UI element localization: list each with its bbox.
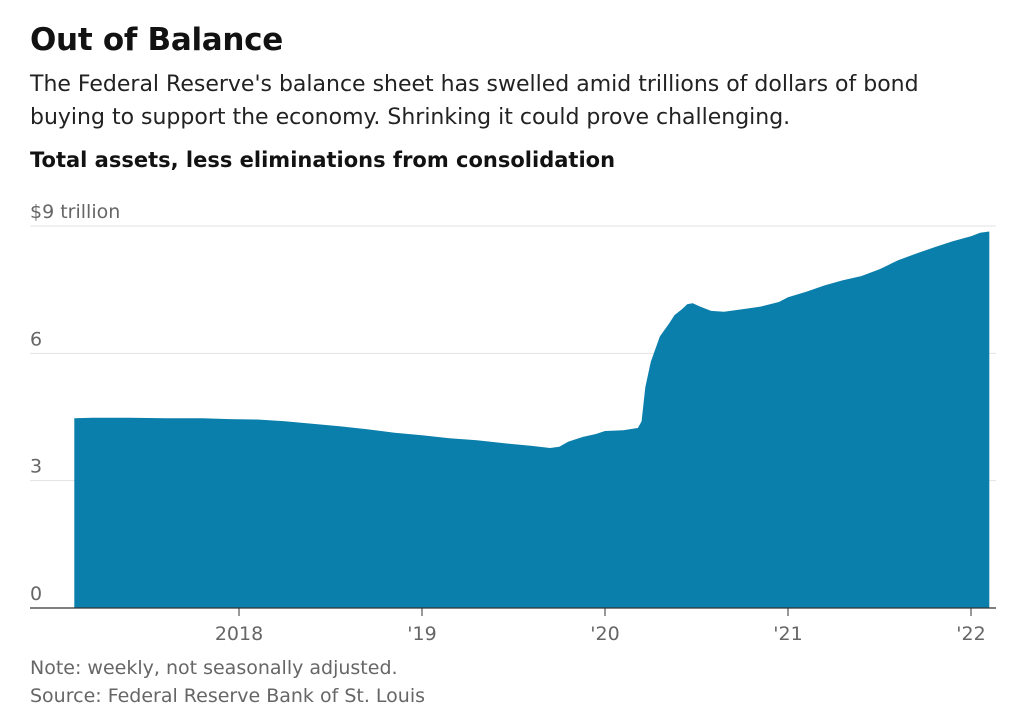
x-tick-label: '20 (590, 623, 619, 645)
total-assets-area (74, 231, 990, 608)
x-tick-label: 2018 (215, 623, 263, 645)
y-tick-label: 0 (30, 583, 42, 605)
y-tick-labels: $9 trillion 6 3 0 (30, 201, 120, 605)
chart-title: Out of Balance (30, 22, 283, 58)
y-tick-label: 3 (30, 456, 42, 478)
y-tick-label: 6 (30, 328, 42, 350)
x-tick-label: '19 (407, 623, 436, 645)
y-tick-label: $9 trillion (30, 201, 120, 223)
x-tick-label: '21 (773, 623, 802, 645)
area-chart: $9 trillion 6 3 0 2018 '19 '20 '21 '22 (30, 201, 996, 645)
x-tick-labels: 2018 '19 '20 '21 '22 (215, 623, 986, 645)
chart-source: Source: Federal Reserve Bank of St. Loui… (30, 685, 426, 707)
chart-subtitle: The Federal Reserve's balance sheet has … (30, 72, 919, 130)
chart-heading: Total assets, less eliminations from con… (30, 148, 616, 172)
x-axis (30, 607, 996, 616)
x-tick-label: '22 (956, 623, 985, 645)
chart-note: Note: weekly, not seasonally adjusted. (30, 657, 398, 679)
area-series (74, 231, 990, 608)
